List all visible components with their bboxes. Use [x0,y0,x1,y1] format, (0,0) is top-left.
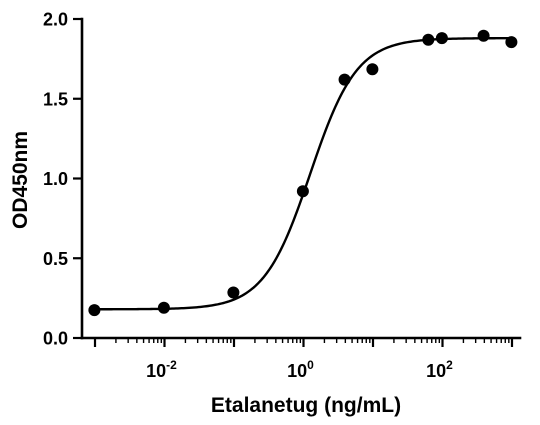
y-axis-title: OD450nm [9,131,32,229]
data-point [366,63,379,76]
fit-curve [94,36,512,311]
data-point [477,29,490,42]
y-tick-label: 1.5 [43,89,68,109]
x-tick-base: 10 [426,361,446,381]
x-axis-title: Etalanetug (ng/mL) [211,394,401,417]
data-point [227,286,240,299]
data-point [435,32,448,45]
x-tick-exponent: 0 [307,358,314,372]
y-tick-label: 1.0 [43,169,68,189]
x-tick-label: 102 [426,358,453,381]
x-tick-label: 10-2 [146,358,177,381]
data-point [157,301,170,314]
y-tick-label: 0.5 [43,249,68,269]
axis-major-ticks [73,17,514,347]
x-tick-base: 10 [287,361,307,381]
data-points [88,29,518,317]
x-tick-exponent: 2 [446,358,453,372]
data-point [88,304,101,317]
x-tick-label: 100 [287,358,314,381]
data-point [338,73,351,86]
data-point [505,36,518,49]
data-point [296,185,309,198]
tick-labels: 0.00.51.01.52.010-2 100 102 [43,10,453,382]
data-point [422,33,435,46]
x-tick-base: 10 [146,361,166,381]
y-tick-label: 2.0 [43,10,68,30]
y-tick-label: 0.0 [43,329,68,349]
x-tick-exponent: -2 [166,358,177,372]
